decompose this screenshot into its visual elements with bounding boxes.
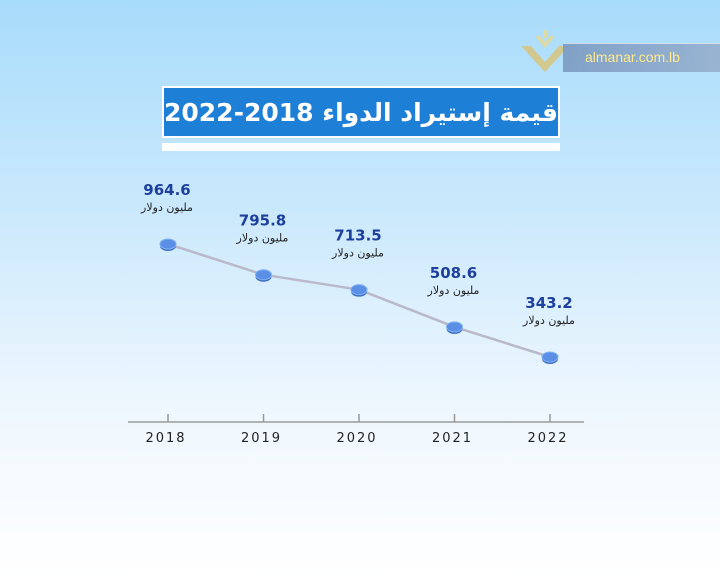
series-markers bbox=[159, 238, 559, 364]
x-tick-label: 2020 bbox=[336, 431, 377, 446]
data-point-marker bbox=[159, 238, 177, 251]
x-tick-label: 2022 bbox=[527, 431, 568, 446]
title-underline bbox=[162, 143, 560, 151]
unit-label: مليون دولار bbox=[140, 201, 193, 214]
x-tick-label: 2018 bbox=[145, 431, 186, 446]
chart-title: قيمة إستيراد الدواء 2018-2022 bbox=[164, 97, 558, 127]
unit-label: مليون دولار bbox=[522, 314, 575, 327]
unit-label: مليون دولار bbox=[427, 284, 480, 297]
x-axis-ticks: 2018 2019 2020 2021 2022 bbox=[145, 414, 568, 446]
almanar-emblem-icon bbox=[521, 30, 569, 72]
data-point-marker bbox=[446, 321, 463, 334]
unit-label: مليون دولار bbox=[331, 247, 384, 260]
value-label: 343.2 bbox=[525, 294, 572, 312]
logo-text: almanar.com.lb bbox=[585, 49, 680, 65]
x-tick-label: 2021 bbox=[432, 431, 473, 446]
data-point-marker bbox=[541, 351, 559, 364]
chart-title-box: قيمة إستيراد الدواء 2018-2022 bbox=[162, 86, 560, 138]
value-label: 795.8 bbox=[239, 212, 286, 230]
data-point-marker bbox=[255, 269, 272, 282]
almanar-logo: almanar.com.lb bbox=[515, 28, 720, 80]
series-line bbox=[167, 242, 551, 359]
logo-banner: almanar.com.lb bbox=[563, 43, 720, 72]
data-point-marker bbox=[350, 284, 368, 297]
unit-label: مليون دولار bbox=[236, 232, 289, 245]
value-label: 508.6 bbox=[430, 264, 477, 282]
value-label: 713.5 bbox=[334, 227, 381, 245]
value-label: 964.6 bbox=[143, 181, 190, 199]
x-tick-label: 2019 bbox=[241, 431, 282, 446]
data-labels: 964.6 مليون دولار 795.8 مليون دولار 713.5 ملي… bbox=[140, 181, 575, 327]
